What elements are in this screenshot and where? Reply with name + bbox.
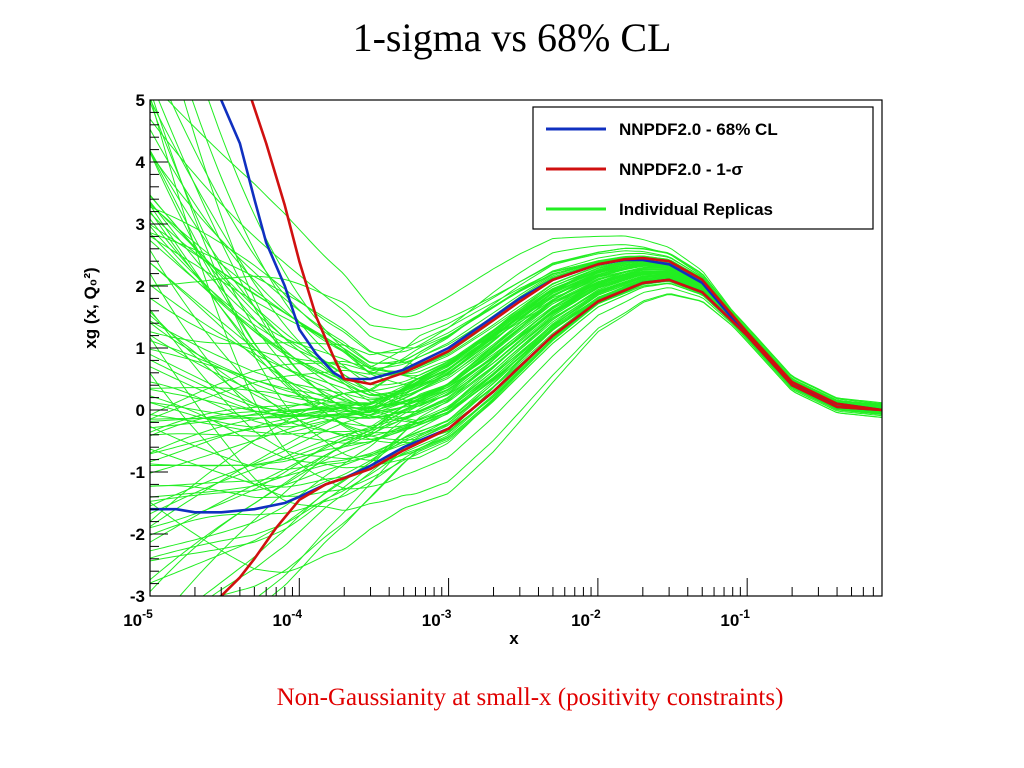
y-tick-label: 0	[136, 401, 145, 420]
slide-caption: Non-Gaussianity at small-x (positivity c…	[276, 684, 784, 711]
x-tick-label: 10-5	[123, 607, 153, 630]
plot-area	[150, 100, 882, 596]
x-tick-label: 10-2	[571, 607, 601, 630]
replica-curve	[150, 247, 882, 405]
y-tick-label: 4	[136, 153, 146, 172]
x-tick-label: 10-4	[272, 607, 302, 630]
y-tick-label: 1	[136, 339, 145, 358]
slide-title: 1-sigma vs 68% CL	[352, 15, 672, 60]
legend-label: NNPDF2.0 - 68% CL	[619, 120, 778, 139]
y-tick-label: 2	[136, 277, 145, 296]
x-axis-label: x	[509, 629, 519, 648]
legend-label: NNPDF2.0 - 1-σ	[619, 160, 743, 179]
x-tick-label: 10-3	[422, 607, 452, 630]
y-tick-label: -2	[130, 525, 145, 544]
y-tick-label: 3	[136, 215, 145, 234]
y-axis-label: xg (x, Q₀²)	[81, 267, 100, 348]
sigma-upper-curve	[250, 100, 882, 412]
x-tick-label: 10-1	[720, 607, 750, 630]
sigma-lower-curve	[220, 278, 882, 596]
replica-curve	[150, 206, 882, 406]
y-tick-label: -3	[130, 587, 145, 606]
y-tick-label: -1	[130, 463, 145, 482]
replica-curve	[150, 100, 882, 490]
y-tick-label: 5	[136, 91, 145, 110]
replica-curve	[167, 100, 882, 404]
cl68-upper-curve	[220, 100, 882, 412]
legend-label: Individual Replicas	[619, 200, 773, 219]
